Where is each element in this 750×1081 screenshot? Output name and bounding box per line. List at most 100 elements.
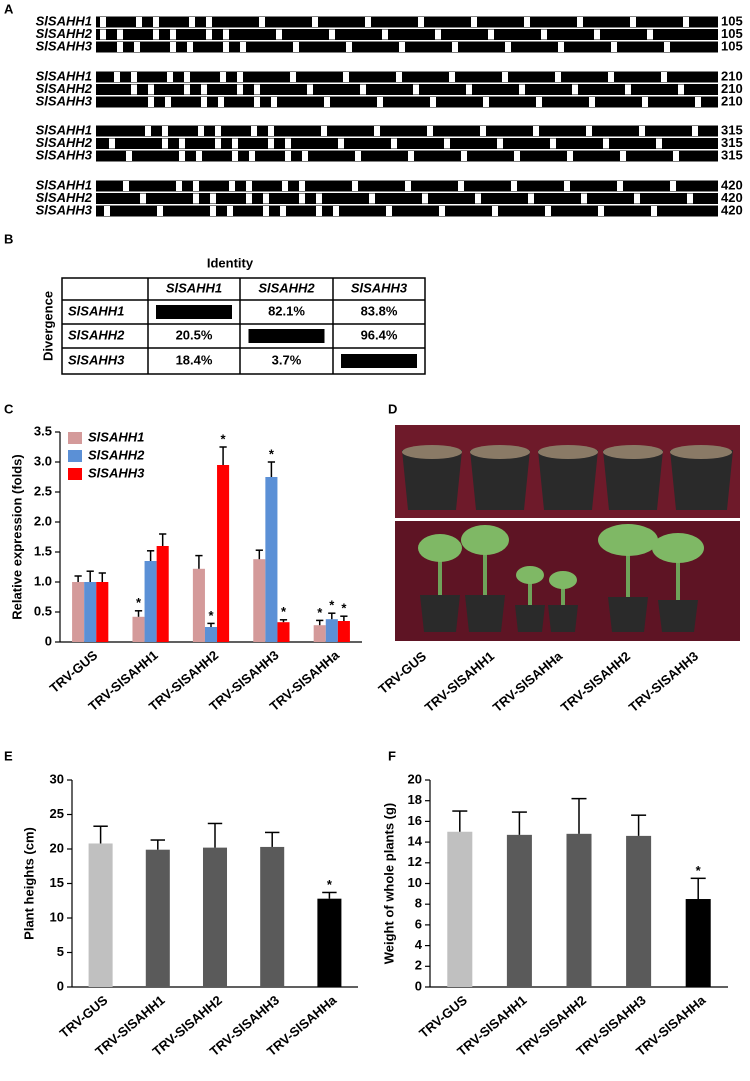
seq-gap [148, 97, 154, 107]
table-cell: 20.5% [176, 327, 213, 342]
seq-gap [263, 206, 269, 216]
photo [395, 425, 740, 641]
seq-bar [96, 138, 718, 149]
seq-gap [136, 17, 142, 27]
seq-gap [268, 126, 274, 136]
seq-gap [123, 181, 129, 191]
seq-gap [673, 151, 679, 161]
significance: * [221, 431, 227, 446]
seq-gap [215, 126, 221, 136]
seq-gap [687, 193, 693, 204]
seq-gap [678, 84, 684, 95]
seq-gap [276, 29, 282, 40]
y-tick-label: 2.5 [34, 483, 52, 498]
seq-gap [246, 193, 252, 204]
seq-end: 210 [721, 68, 743, 83]
table-black [156, 305, 232, 319]
seq-gap [170, 42, 176, 52]
seq-gap [104, 206, 110, 216]
seq-gap [670, 181, 676, 191]
legend-swatch [68, 432, 82, 444]
y-tick-label: 12 [408, 854, 422, 869]
seq-gap [218, 97, 224, 107]
seq-gap [572, 84, 578, 95]
seq-gap [145, 126, 151, 136]
seq-name: SlSAHH2 [36, 135, 93, 150]
seq-name: SlSAHH1 [36, 177, 92, 192]
bar [156, 546, 169, 642]
table-cell: 96.4% [361, 327, 398, 342]
seq-bar [96, 16, 718, 28]
y-tick-label: 16 [408, 813, 422, 828]
legend-label: SlSAHH2 [88, 447, 145, 462]
seq-gap [232, 151, 238, 161]
bar [145, 849, 170, 987]
seq-gap [594, 29, 600, 40]
seq-gap [427, 126, 433, 136]
seq-gap [661, 72, 667, 82]
seq-gap [338, 138, 344, 149]
seq-gap [545, 206, 551, 216]
seq-gap [386, 206, 392, 216]
panel-label: E [4, 748, 13, 763]
x-tick-label: TRV-GUS [416, 992, 470, 1041]
seq-name: SlSAHH2 [36, 190, 93, 205]
bar [265, 477, 278, 642]
seq-gap [642, 97, 648, 107]
seq-gap [229, 181, 235, 191]
y-tick-label: 0.5 [34, 603, 52, 618]
seq-gap [505, 42, 511, 52]
seq-gap [165, 97, 171, 107]
table-row: SlSAHH1 [68, 303, 124, 318]
seq-gap [285, 138, 291, 149]
seq-end: 315 [721, 135, 743, 150]
seq-gap [162, 126, 168, 136]
table-col: SlSAHH1 [166, 280, 222, 295]
seq-end: 210 [721, 81, 743, 96]
legend-swatch [68, 468, 82, 480]
x-tick-label: TRV-GUS [57, 992, 111, 1041]
y-tick-label: 1.0 [34, 573, 52, 588]
bar [96, 582, 109, 642]
seq-gap [541, 29, 547, 40]
bar [685, 899, 711, 987]
x-tick-label: TRV-GUS [47, 647, 101, 696]
seq-gap [196, 151, 202, 161]
seq-gap [312, 17, 318, 27]
y-tick-label: 18 [408, 792, 422, 807]
table-cell: 83.8% [361, 303, 398, 318]
seq-gap [492, 206, 498, 216]
seq-gap [458, 181, 464, 191]
y-tick-label: 10 [50, 909, 64, 924]
seq-gap [117, 29, 123, 40]
table-row: SlSAHH2 [68, 327, 125, 342]
seq-name: SlSAHH2 [36, 26, 93, 41]
seq-gap [558, 42, 564, 52]
seq-gap [299, 193, 305, 204]
table-black [248, 329, 325, 343]
y-tick-label: 4 [415, 937, 423, 952]
seq-end: 315 [721, 147, 743, 162]
y-tick-label: 20 [408, 771, 422, 786]
seq-gap [466, 84, 472, 95]
seq-gap [502, 72, 508, 82]
seq-gap [282, 181, 288, 191]
seq-gap [555, 72, 561, 82]
bar [84, 582, 97, 642]
seq-gap [589, 97, 595, 107]
seq-gap [374, 126, 380, 136]
panel-label: B [4, 231, 13, 246]
seq-end: 420 [721, 202, 743, 217]
seq-gap [352, 181, 358, 191]
seq-gap [692, 126, 698, 136]
seq-bar [96, 71, 718, 83]
seq-gap [422, 193, 428, 204]
y-tick-label: 3.5 [34, 423, 52, 438]
seq-gap [630, 17, 636, 27]
seq-gap [577, 17, 583, 27]
seq-gap [201, 84, 207, 95]
seq-gap [193, 181, 199, 191]
seq-gap [488, 29, 494, 40]
seq-gap [215, 138, 221, 149]
table-col: SlSAHH2 [258, 280, 315, 295]
